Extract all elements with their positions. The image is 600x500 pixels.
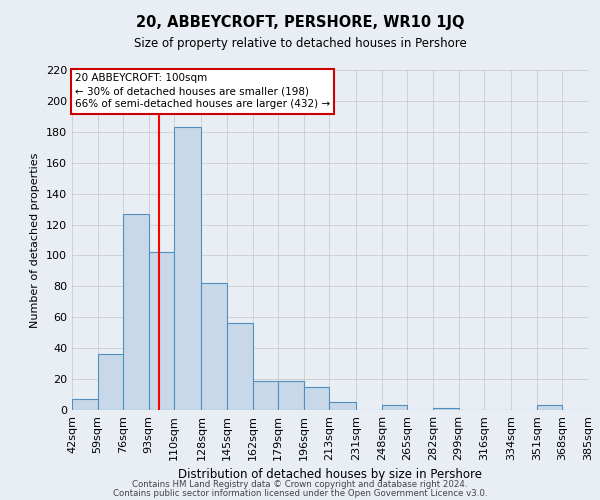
Bar <box>278 380 304 410</box>
Bar <box>98 354 123 410</box>
Bar <box>433 408 458 410</box>
X-axis label: Distribution of detached houses by size in Pershore: Distribution of detached houses by size … <box>178 468 482 481</box>
Bar <box>149 252 174 410</box>
Bar <box>329 402 356 410</box>
Bar <box>304 387 329 410</box>
Bar <box>123 214 149 410</box>
Bar <box>382 406 407 410</box>
Bar <box>253 380 278 410</box>
Text: 20, ABBEYCROFT, PERSHORE, WR10 1JQ: 20, ABBEYCROFT, PERSHORE, WR10 1JQ <box>136 15 464 30</box>
Bar <box>202 284 227 410</box>
Bar <box>588 408 600 410</box>
Text: Contains HM Land Registry data © Crown copyright and database right 2024.: Contains HM Land Registry data © Crown c… <box>132 480 468 489</box>
Text: 20 ABBEYCROFT: 100sqm
← 30% of detached houses are smaller (198)
66% of semi-det: 20 ABBEYCROFT: 100sqm ← 30% of detached … <box>75 73 330 110</box>
Text: Contains public sector information licensed under the Open Government Licence v3: Contains public sector information licen… <box>113 490 487 498</box>
Bar <box>72 399 98 410</box>
Bar <box>227 324 253 410</box>
Bar <box>537 406 562 410</box>
Text: Size of property relative to detached houses in Pershore: Size of property relative to detached ho… <box>134 38 466 51</box>
Bar <box>174 127 202 410</box>
Y-axis label: Number of detached properties: Number of detached properties <box>31 152 40 328</box>
